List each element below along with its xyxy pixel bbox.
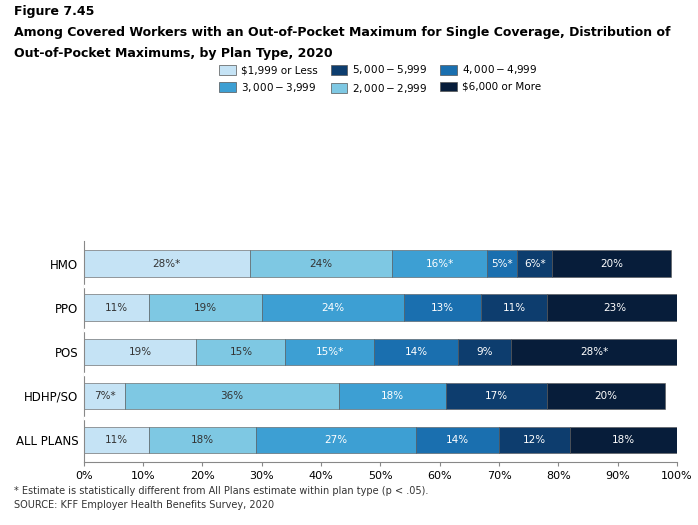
Text: 15%*: 15%* <box>316 346 344 357</box>
Bar <box>84 383 126 409</box>
Text: Out-of-Pocket Maximums, by Plan Type, 2020: Out-of-Pocket Maximums, by Plan Type, 20… <box>14 47 332 60</box>
Bar <box>149 295 262 321</box>
Text: 18%: 18% <box>191 435 214 445</box>
Text: 23%: 23% <box>603 302 626 313</box>
Text: 28%*: 28%* <box>580 346 608 357</box>
Bar <box>84 339 197 365</box>
Bar <box>570 427 677 453</box>
Bar <box>404 295 481 321</box>
Text: 14%: 14% <box>404 346 428 357</box>
Text: Figure 7.45: Figure 7.45 <box>14 5 94 18</box>
Text: 7%*: 7%* <box>94 391 115 401</box>
Bar <box>487 250 517 277</box>
Bar <box>511 339 677 365</box>
Text: SOURCE: KFF Employer Health Benefits Survey, 2020: SOURCE: KFF Employer Health Benefits Sur… <box>14 500 274 510</box>
Bar <box>197 339 285 365</box>
Text: 11%: 11% <box>105 435 128 445</box>
Text: 28%*: 28%* <box>153 258 181 269</box>
Bar <box>285 339 374 365</box>
Text: 17%: 17% <box>484 391 507 401</box>
Bar <box>84 295 149 321</box>
Bar <box>547 383 665 409</box>
Bar <box>553 250 671 277</box>
Text: 9%: 9% <box>476 346 493 357</box>
Text: 19%: 19% <box>194 302 217 313</box>
Text: 18%: 18% <box>380 391 404 401</box>
Text: 16%*: 16%* <box>426 258 454 269</box>
Text: 24%: 24% <box>321 302 345 313</box>
Bar <box>262 295 404 321</box>
Text: 14%: 14% <box>446 435 469 445</box>
Bar <box>392 250 487 277</box>
Bar <box>339 383 445 409</box>
Text: 20%: 20% <box>595 391 617 401</box>
Bar <box>255 427 416 453</box>
Bar <box>458 339 511 365</box>
Bar <box>416 427 499 453</box>
Text: 19%: 19% <box>128 346 151 357</box>
Text: 15%: 15% <box>230 346 253 357</box>
Bar <box>126 383 339 409</box>
Text: 27%: 27% <box>325 435 348 445</box>
Text: 13%: 13% <box>431 302 454 313</box>
Text: 20%: 20% <box>600 258 623 269</box>
Text: 18%: 18% <box>612 435 635 445</box>
Text: 12%: 12% <box>523 435 547 445</box>
Bar <box>84 250 250 277</box>
Bar <box>547 295 683 321</box>
Legend: $1,999 or Less, $3,000 - $3,999, $5,000 - $5,999, $2,000 - $2,999, $4,000 - $4,9: $1,999 or Less, $3,000 - $3,999, $5,000 … <box>215 59 546 99</box>
Text: 11%: 11% <box>105 302 128 313</box>
Text: 36%: 36% <box>221 391 244 401</box>
Text: 5%*: 5%* <box>491 258 513 269</box>
Bar <box>481 295 547 321</box>
Bar <box>149 427 255 453</box>
Text: * Estimate is statistically different from All Plans estimate within plan type (: * Estimate is statistically different fr… <box>14 486 429 496</box>
Bar <box>517 250 552 277</box>
Text: 24%: 24% <box>309 258 333 269</box>
Bar <box>250 250 392 277</box>
Text: 11%: 11% <box>503 302 526 313</box>
Bar <box>499 427 570 453</box>
Bar <box>445 383 547 409</box>
Text: Among Covered Workers with an Out-of-Pocket Maximum for Single Coverage, Distrib: Among Covered Workers with an Out-of-Poc… <box>14 26 671 39</box>
Bar <box>374 339 458 365</box>
Text: 6%*: 6%* <box>524 258 545 269</box>
Bar <box>84 427 149 453</box>
